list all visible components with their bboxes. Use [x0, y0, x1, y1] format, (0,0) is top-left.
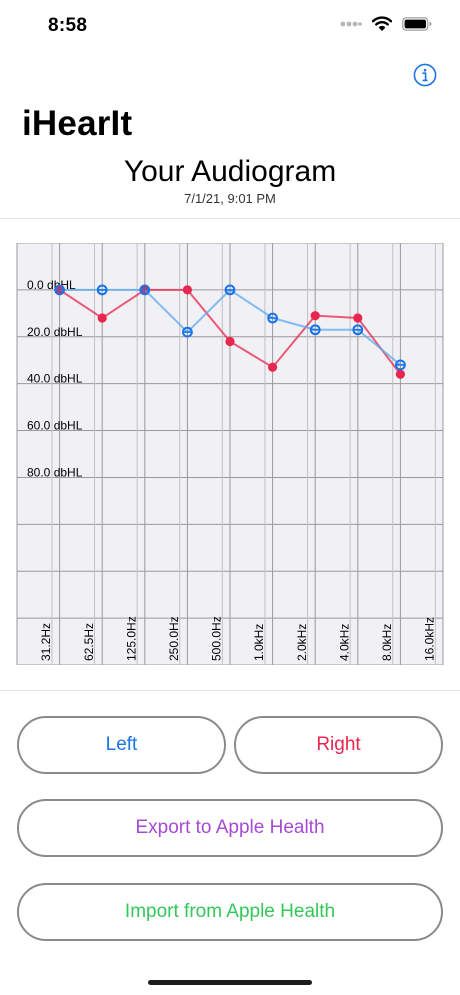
right-ear-button[interactable]: Right: [234, 716, 443, 774]
data-point: [97, 313, 107, 323]
y-axis-label: 40.0 dbHL: [27, 372, 83, 386]
x-axis-label: 1.0kHz: [252, 624, 266, 661]
data-point: [182, 285, 192, 295]
x-axis-label: 4.0kHz: [337, 624, 351, 661]
x-axis-label: 2.0kHz: [295, 624, 309, 661]
status-bar: 8:58: [0, 0, 460, 52]
x-axis-label: 250.0Hz: [167, 616, 181, 661]
import-from-apple-health-button[interactable]: Import from Apple Health: [17, 883, 443, 941]
x-axis-label: 500.0Hz: [210, 616, 224, 661]
audiogram-date: 7/1/21, 9:01 PM: [184, 191, 276, 206]
bottom-divider: [0, 690, 460, 691]
export-to-apple-health-button[interactable]: Export to Apple Health: [17, 799, 443, 857]
x-axis-label: 31.2Hz: [39, 623, 53, 661]
info-circle-icon: [413, 63, 437, 87]
data-point: [225, 336, 235, 347]
home-indicator: [148, 980, 312, 985]
signal-dots-icon: [340, 21, 362, 26]
x-axis-label: 62.5Hz: [82, 623, 96, 661]
app-title: iHearIt: [22, 104, 133, 143]
y-axis-label: 60.0 dbHL: [27, 419, 83, 433]
audiogram-title: Your Audiogram: [123, 155, 337, 188]
data-point: [395, 369, 405, 379]
status-time: 8:58: [48, 15, 88, 36]
data-point: [353, 313, 363, 323]
x-axis-label: 8.0kHz: [380, 624, 394, 661]
y-axis-label: 80.0 dbHL: [27, 465, 83, 479]
x-axis-label: 16.0kHz: [423, 617, 437, 661]
left-ear-button[interactable]: Left: [17, 716, 226, 774]
data-point: [268, 362, 278, 372]
top-divider: [0, 218, 460, 219]
status-icons: [340, 16, 432, 31]
y-axis-label: 20.0 dbHL: [27, 325, 83, 339]
battery-icon: [402, 16, 432, 31]
data-point: [310, 311, 320, 321]
info-button[interactable]: [413, 63, 437, 87]
wifi-icon: [372, 16, 392, 31]
x-axis-label: 125.0Hz: [124, 616, 138, 661]
